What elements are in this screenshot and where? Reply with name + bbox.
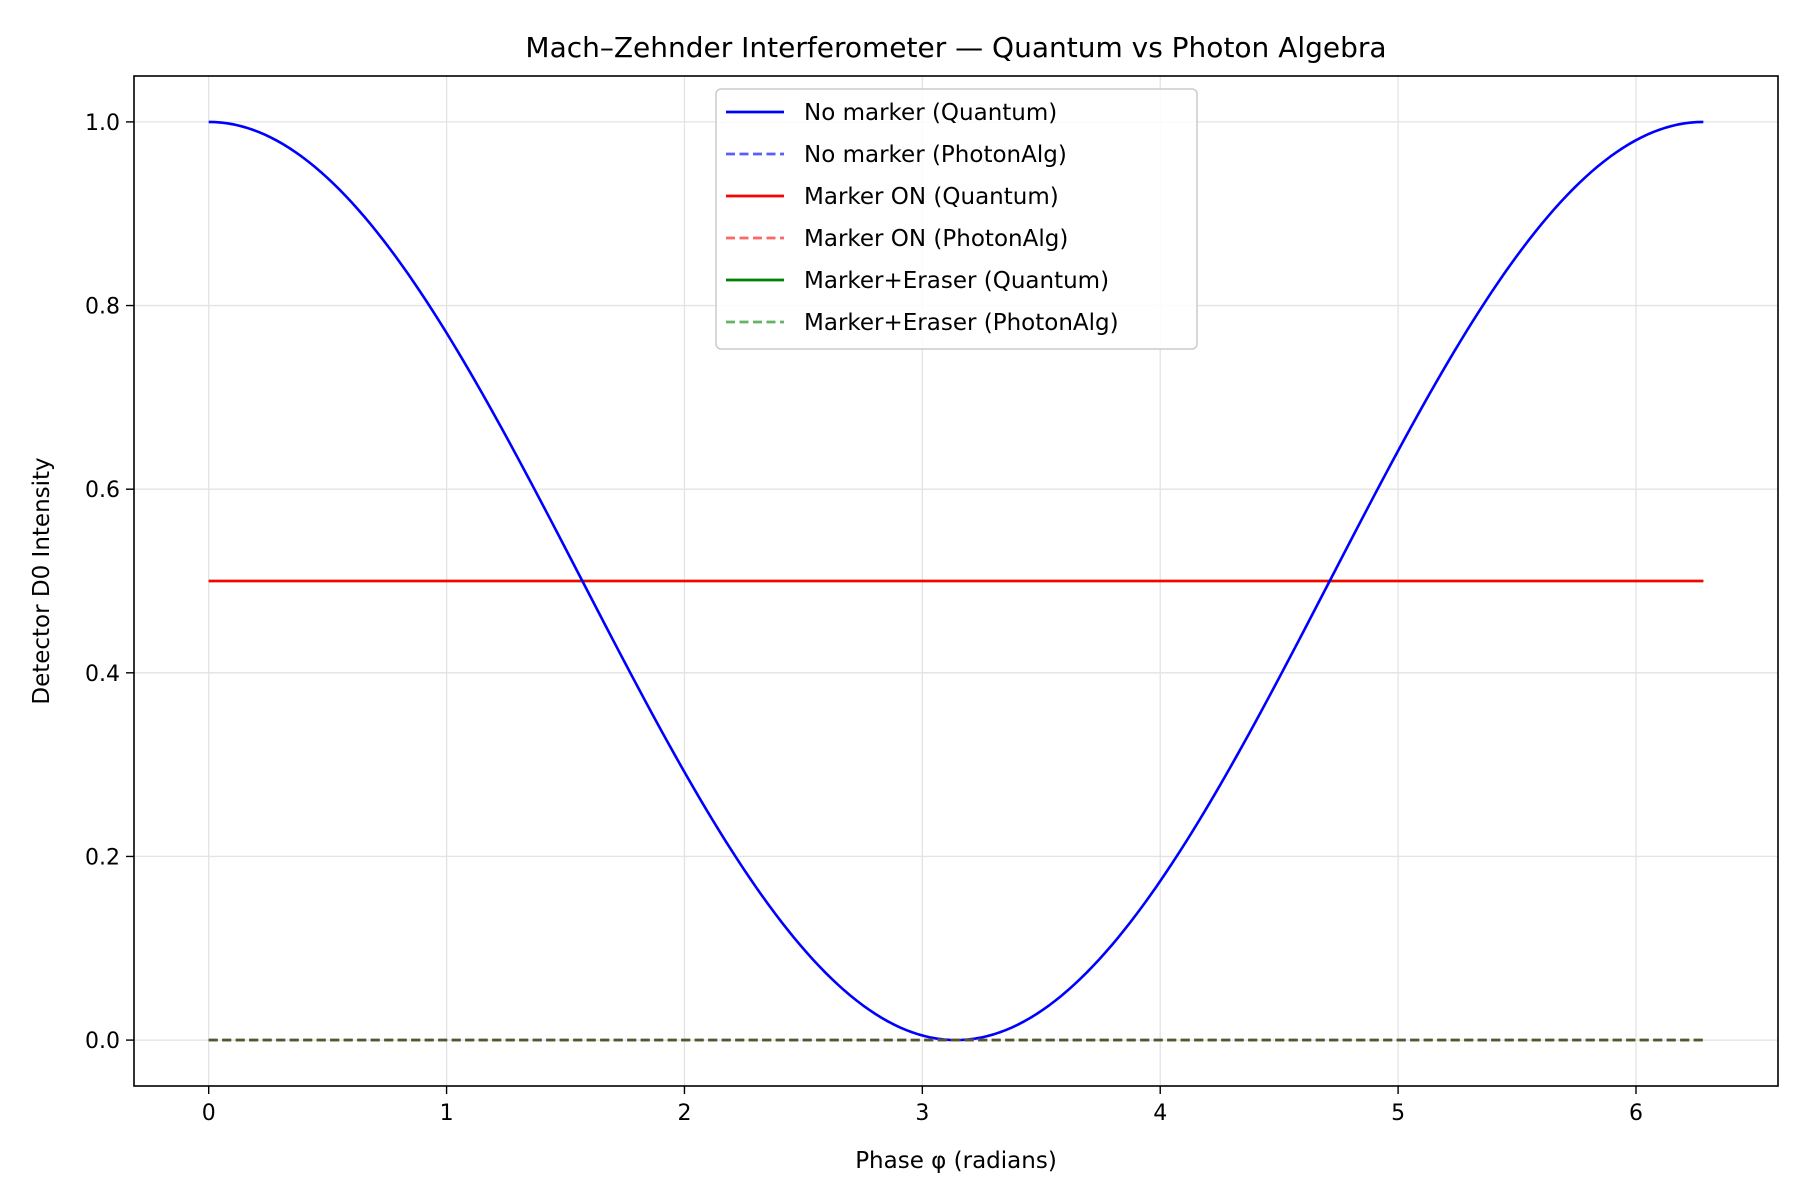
legend-label: Marker+Eraser (Quantum) xyxy=(804,268,1109,294)
x-tick-label: 6 xyxy=(1629,1101,1643,1126)
x-tick-label: 5 xyxy=(1391,1101,1405,1126)
y-tick-label: 0.8 xyxy=(85,295,120,320)
legend-label: Marker+Eraser (PhotonAlg) xyxy=(804,310,1119,336)
plot-frame xyxy=(133,75,1779,1087)
chart-title: Mach–Zehnder Interferometer — Quantum vs… xyxy=(525,31,1386,64)
y-tick-label: 0.4 xyxy=(85,662,120,687)
x-tick-label: 3 xyxy=(915,1101,929,1126)
x-tick-label: 4 xyxy=(1153,1101,1167,1126)
legend-label: Marker ON (Quantum) xyxy=(804,184,1059,210)
y-tick-label: 1.0 xyxy=(85,111,120,136)
x-tick-label: 0 xyxy=(202,1101,216,1126)
y-tick-label: 0.2 xyxy=(85,845,120,870)
legend-box xyxy=(715,88,1198,350)
x-tick-label: 1 xyxy=(440,1101,454,1126)
legend: No marker (Quantum) No marker (PhotonAlg)… xyxy=(715,88,1198,350)
legend-label: No marker (Quantum) xyxy=(804,100,1057,126)
x-axis-label: Phase φ (radians) xyxy=(855,1148,1057,1174)
x-tick-label: 2 xyxy=(677,1101,691,1126)
y-axis-label: Detector D0 Intensity xyxy=(29,457,55,704)
legend-label: Marker ON (PhotonAlg) xyxy=(804,226,1068,252)
y-tick-label: 0.0 xyxy=(85,1029,120,1054)
series-layer xyxy=(208,120,1704,1042)
ticks: 0 1 2 3 4 5 6 0.0 0.2 0.4 0.6 0.8 1.0 xyxy=(85,111,1643,1126)
y-tick-label: 0.6 xyxy=(85,478,120,503)
legend-label: No marker (PhotonAlg) xyxy=(804,142,1067,168)
